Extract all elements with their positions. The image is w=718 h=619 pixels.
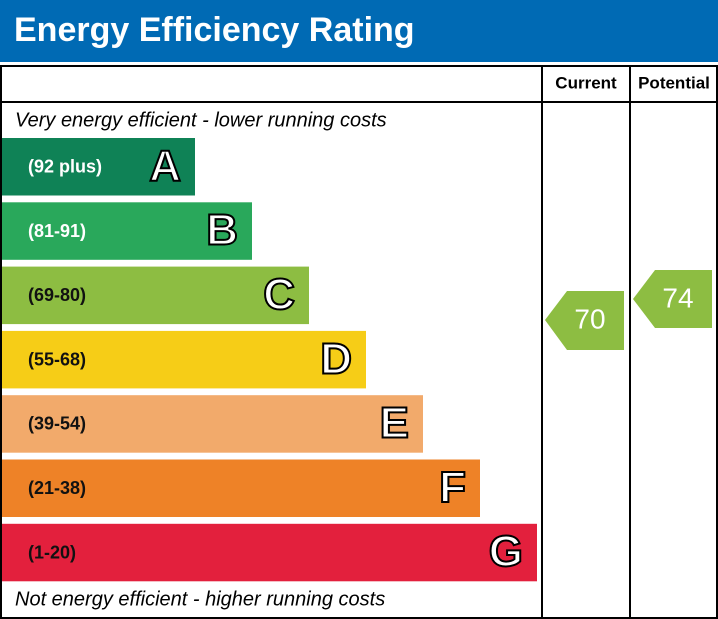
column-header: Current — [555, 73, 617, 92]
band-bar — [2, 138, 195, 196]
potential-value: 74 — [662, 282, 693, 313]
band-range: (81-91) — [28, 221, 86, 241]
band-letter: G — [489, 527, 523, 576]
column-header: Potential — [638, 73, 710, 92]
band-letter: F — [439, 463, 466, 512]
band-range: (92 plus) — [28, 157, 102, 177]
band-range: (55-68) — [28, 349, 86, 369]
band-letter: C — [263, 270, 295, 319]
current-value: 70 — [574, 303, 605, 334]
band-bar — [2, 523, 537, 582]
current-arrow — [545, 291, 624, 350]
band-letter: D — [320, 334, 352, 383]
bottom-note: Not energy efficient - higher running co… — [15, 588, 385, 610]
table-border — [0, 65, 718, 619]
band-bar — [2, 459, 480, 517]
band-range: (21-38) — [28, 478, 86, 498]
band-letter: A — [149, 141, 181, 190]
potential-arrow — [633, 270, 712, 328]
band-range: (1-20) — [28, 542, 76, 562]
band-bar — [2, 395, 423, 453]
band-letter: B — [206, 206, 238, 255]
band-range: (39-54) — [28, 414, 86, 434]
title-bar — [0, 0, 718, 62]
band-bar — [2, 266, 309, 325]
band-letter: E — [380, 399, 409, 448]
top-note: Very energy efficient - lower running co… — [15, 109, 387, 131]
band-range: (69-80) — [28, 285, 86, 305]
band-bar — [2, 330, 366, 389]
title: Energy Efficiency Rating — [14, 11, 415, 49]
band-bar — [2, 202, 252, 260]
